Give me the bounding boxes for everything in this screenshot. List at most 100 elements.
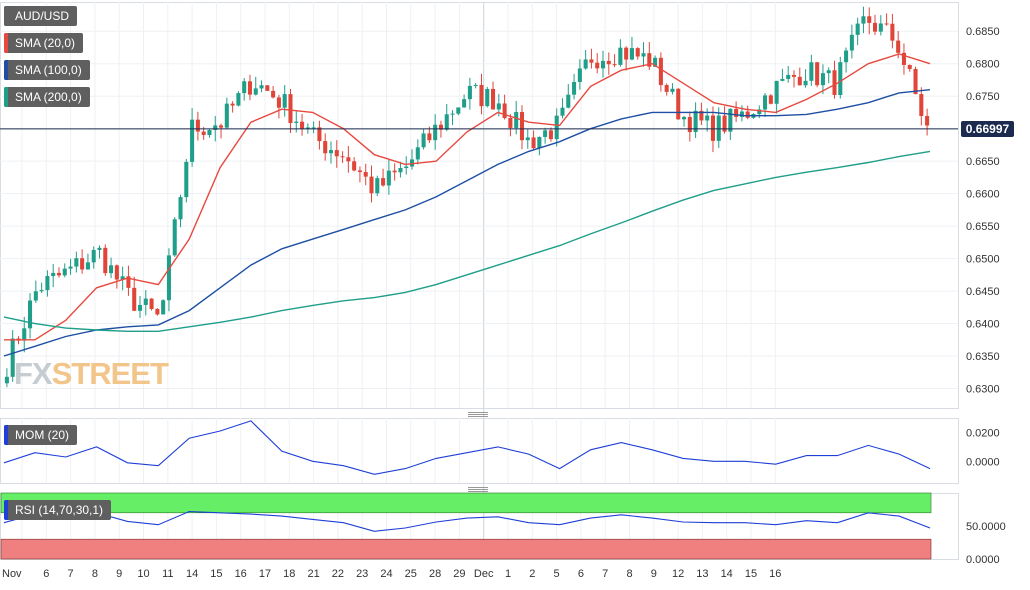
candle-up bbox=[849, 34, 854, 51]
x-tick-label: 14 bbox=[721, 568, 733, 580]
candle-down bbox=[722, 115, 727, 132]
x-tick-label: 14 bbox=[186, 568, 198, 580]
candle-up bbox=[861, 16, 866, 24]
candle-down bbox=[357, 170, 362, 173]
x-tick-label: 13 bbox=[696, 568, 708, 580]
candle-down bbox=[925, 115, 930, 126]
legend-sma100-label: SMA (100,0) bbox=[15, 63, 82, 77]
y-tick-label: 0.6850 bbox=[966, 26, 1000, 38]
y-tick-label: 0.6650 bbox=[966, 156, 1000, 168]
candle-up bbox=[774, 80, 779, 104]
candle-up bbox=[629, 48, 634, 60]
candle-down bbox=[149, 298, 154, 309]
candle-up bbox=[109, 265, 114, 274]
mom-y-tick-label: 0.0000 bbox=[966, 456, 1000, 468]
candle-down bbox=[548, 130, 553, 140]
candle-up bbox=[780, 78, 785, 81]
candle-up bbox=[462, 99, 467, 108]
candle-up bbox=[33, 291, 38, 301]
candle-up bbox=[28, 300, 33, 329]
candle-down bbox=[664, 85, 669, 92]
candle-down bbox=[531, 137, 536, 149]
x-tick-label: 16 bbox=[235, 568, 247, 580]
candle-down bbox=[658, 57, 663, 86]
x-tick-label: 25 bbox=[405, 568, 417, 580]
candle-up bbox=[39, 290, 44, 292]
price-mom-resize-handle[interactable] bbox=[468, 411, 488, 417]
legend-symbol-label: AUD/USD bbox=[15, 9, 70, 23]
candle-down bbox=[219, 125, 224, 128]
mom-swatch bbox=[4, 425, 8, 445]
candle-up bbox=[259, 85, 264, 89]
candle-up bbox=[728, 108, 733, 132]
candle-up bbox=[450, 113, 455, 115]
candle-up bbox=[91, 250, 96, 263]
candle-down bbox=[247, 81, 252, 95]
mom-rsi-resize-handle[interactable] bbox=[468, 486, 488, 492]
legend-sma200-label: SMA (200,0) bbox=[15, 90, 82, 104]
watermark-street: STREET bbox=[51, 356, 169, 391]
candle-up bbox=[328, 150, 334, 154]
candle-up bbox=[178, 197, 183, 220]
y-tick-label: 0.6750 bbox=[966, 91, 1000, 103]
candle-down bbox=[676, 88, 681, 120]
candle-down bbox=[890, 23, 895, 41]
candle-down bbox=[589, 59, 594, 63]
candle-up bbox=[572, 81, 577, 95]
x-tick-label: 5 bbox=[554, 568, 560, 580]
candle-down bbox=[363, 172, 368, 177]
candle-up bbox=[653, 57, 658, 67]
candle-up bbox=[554, 115, 559, 140]
candle-up bbox=[282, 94, 287, 108]
candle-up bbox=[45, 276, 50, 291]
legend-mom[interactable]: MOM (20) bbox=[4, 425, 77, 445]
legend-sma20[interactable]: SMA (20,0) bbox=[4, 33, 84, 53]
candle-down bbox=[276, 97, 281, 108]
candle-up bbox=[207, 130, 212, 136]
candle-up bbox=[375, 178, 380, 194]
candle-up bbox=[166, 255, 171, 301]
x-tick-label: 6 bbox=[578, 568, 584, 580]
candle-down bbox=[815, 62, 820, 86]
candle-up bbox=[803, 80, 808, 86]
rsi-y-tick-label: 50.0000 bbox=[966, 521, 1006, 533]
sma20-swatch bbox=[4, 33, 8, 53]
candle-down bbox=[392, 170, 397, 173]
candle-up bbox=[97, 247, 102, 251]
candle-up bbox=[137, 304, 143, 311]
candle-up bbox=[543, 130, 548, 137]
last-price-tag: 0.66997 bbox=[961, 121, 1014, 137]
legend-rsi-label: RSI (14,70,30,1) bbox=[15, 503, 104, 517]
candle-up bbox=[120, 276, 125, 280]
legend-sma100[interactable]: SMA (100,0) bbox=[4, 60, 90, 80]
candle-down bbox=[647, 53, 652, 67]
legend-rsi[interactable]: RSI (14,70,30,1) bbox=[4, 500, 112, 520]
candle-up bbox=[467, 85, 472, 100]
x-tick-label: 8 bbox=[92, 568, 98, 580]
x-tick-label: 28 bbox=[429, 568, 441, 580]
candle-down bbox=[126, 276, 131, 288]
legend-sma200[interactable]: SMA (200,0) bbox=[4, 87, 90, 107]
candle-up bbox=[496, 103, 501, 110]
candle-down bbox=[132, 287, 137, 311]
candle-down bbox=[768, 95, 773, 104]
candle-up bbox=[820, 73, 825, 86]
x-tick-label: Nov bbox=[2, 568, 22, 580]
candle-up bbox=[682, 116, 687, 120]
x-tick-label: 7 bbox=[602, 568, 608, 580]
x-tick-label: 6 bbox=[43, 568, 49, 580]
fxstreet-watermark: FXSTREET bbox=[14, 356, 169, 392]
candle-down bbox=[201, 131, 206, 136]
candle-up bbox=[693, 110, 698, 133]
candle-down bbox=[56, 272, 62, 276]
candle-up bbox=[51, 272, 56, 277]
candle-up bbox=[878, 23, 883, 32]
candle-up bbox=[143, 298, 148, 305]
candle-up bbox=[514, 112, 519, 128]
candle-down bbox=[734, 108, 739, 117]
candle-down bbox=[491, 88, 496, 110]
candle-up bbox=[705, 115, 710, 121]
x-tick-label: 10 bbox=[137, 568, 149, 580]
